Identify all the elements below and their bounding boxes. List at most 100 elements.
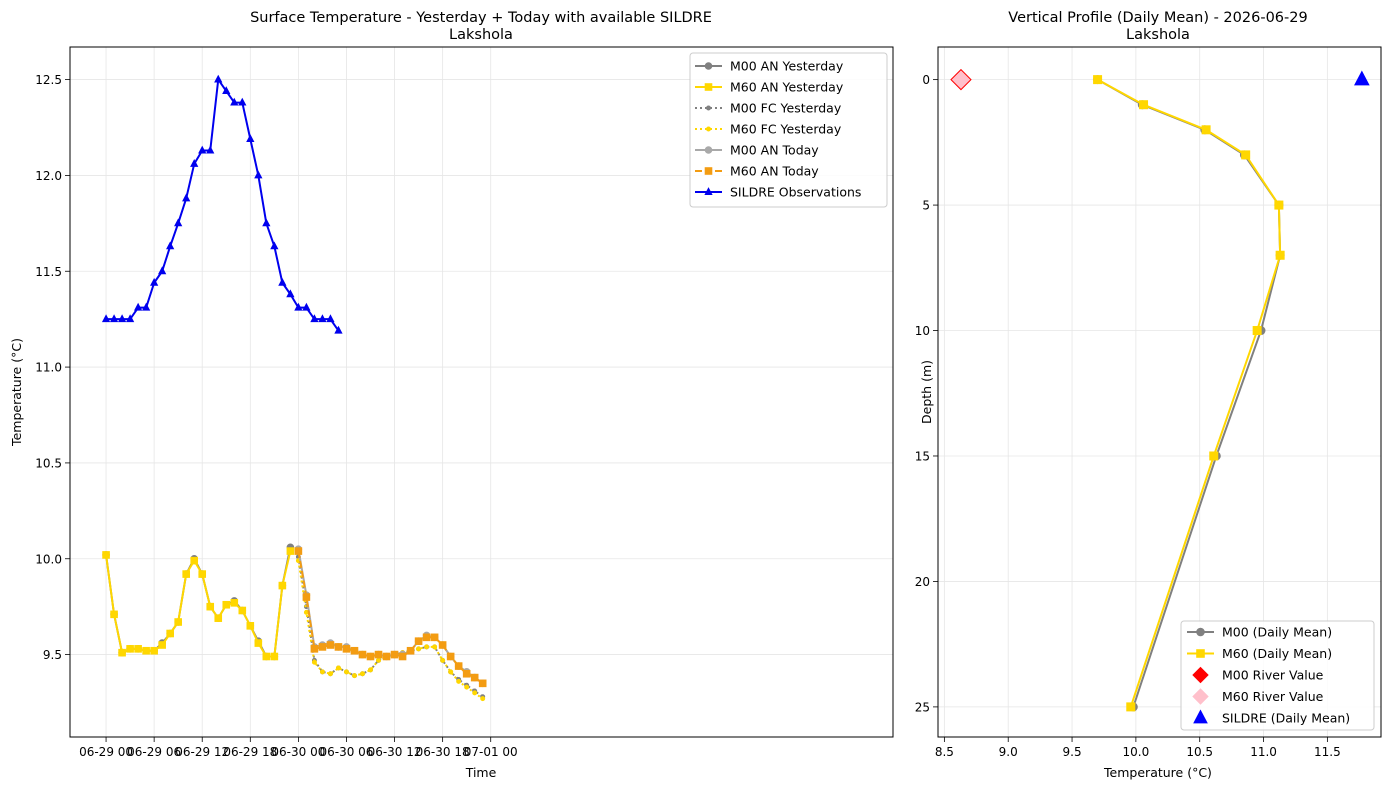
left-chart-title: Surface Temperature - Yesterday + Today …: [250, 10, 712, 26]
data-point: [326, 314, 335, 323]
data-point: [238, 606, 247, 615]
data-point: [454, 662, 463, 670]
data-point: [446, 652, 455, 661]
legend-label: M60 (Daily Mean): [1222, 646, 1332, 661]
legend-marker: [704, 146, 713, 154]
series-m60-an-yesterday: [102, 547, 295, 661]
data-point: [118, 648, 126, 657]
data-point: [214, 74, 223, 83]
data-point: [133, 302, 143, 311]
data-point: [109, 314, 119, 323]
legend-marker: [706, 126, 711, 132]
data-point: [430, 633, 439, 642]
data-point: [238, 97, 247, 106]
data-point: [352, 673, 357, 679]
y-tick-label: 15: [915, 449, 930, 463]
series-line-sildre-observations: [106, 78, 340, 332]
data-point: [334, 643, 343, 651]
data-point: [358, 650, 367, 659]
left-chart-subtitle: Lakshola: [449, 27, 513, 43]
x-tick-label: 06-29 00: [79, 745, 133, 759]
data-point: [398, 652, 407, 661]
data-point: [1201, 125, 1211, 135]
left-axes-frame: [69, 46, 894, 738]
data-point: [319, 669, 325, 675]
right-chart-title: Vertical Profile (Daily Mean) - 2026-06-…: [1008, 10, 1307, 26]
right-axes-frame: [937, 46, 1382, 738]
series-sildre-observations: [101, 74, 343, 334]
data-point: [166, 629, 174, 638]
data-point: [270, 241, 279, 250]
data-point: [366, 652, 375, 661]
x-tick-label: 10.5: [1186, 745, 1213, 759]
data-point: [1274, 200, 1284, 210]
legend-marker: [1192, 688, 1209, 705]
x-tick-label: 11.0: [1250, 745, 1277, 759]
data-point: [406, 646, 415, 655]
data-point: [158, 641, 166, 649]
x-tick-label: 8.5: [935, 745, 954, 759]
data-point: [142, 302, 151, 311]
left-x-axis-label: Time: [465, 765, 497, 780]
legend-marker: [1192, 666, 1209, 684]
y-tick-label: 12.5: [35, 73, 62, 87]
legend-label: M00 AN Today: [730, 143, 819, 158]
data-point: [1093, 75, 1103, 85]
series-line-m00-fc-yesterday: [297, 556, 484, 698]
point-sildre-daily-mean: [1354, 70, 1370, 86]
data-point: [117, 314, 127, 323]
x-tick-label: 07-01 00: [464, 745, 518, 759]
y-tick-label: 5: [922, 199, 930, 213]
data-point: [374, 650, 383, 659]
data-point: [376, 657, 382, 663]
data-point: [150, 646, 158, 655]
y-tick-label: 10.0: [35, 552, 62, 566]
data-point: [222, 86, 231, 95]
data-point: [350, 646, 359, 655]
data-point: [214, 614, 223, 622]
data-point: [464, 684, 470, 690]
right-ticks: 8.5 9.0 9.5 10.0 10.5 11.0 11.5 0 5 10 15 20 25: [915, 73, 1341, 759]
legend-label: M00 (Daily Mean): [1222, 625, 1332, 640]
data-point: [1126, 702, 1136, 712]
legend-box: [689, 52, 888, 208]
legend-marker: [1196, 649, 1205, 658]
data-point: [472, 690, 478, 696]
data-point: [318, 314, 327, 323]
point-m60-river-value: [950, 68, 972, 91]
data-point: [166, 241, 175, 250]
y-tick-label: 11.5: [35, 265, 62, 279]
data-point: [1209, 451, 1219, 461]
data-point: [198, 570, 207, 578]
left-y-axis-label: Temperature (°C): [9, 338, 24, 447]
data-point: [150, 277, 159, 286]
data-point: [480, 696, 486, 702]
left-gridlines: [70, 47, 893, 737]
data-point: [222, 600, 231, 609]
left-series: [101, 74, 487, 702]
x-tick-label: 9.0: [999, 745, 1018, 759]
data-point: [438, 641, 447, 649]
legend-label: SILDRE Observations: [730, 185, 861, 200]
x-tick-label: 06-30 06: [319, 745, 373, 759]
data-point: [440, 657, 446, 663]
series-line-m60-daily-mean: [1097, 78, 1282, 708]
legend-label: M60 AN Today: [730, 164, 819, 179]
data-point: [125, 314, 135, 323]
data-point: [318, 643, 327, 651]
data-point: [270, 652, 279, 661]
data-point: [230, 599, 239, 607]
data-point: [302, 593, 311, 601]
legend-label: M60 FC Yesterday: [730, 122, 842, 137]
data-point: [327, 671, 333, 677]
data-point: [174, 618, 182, 626]
data-point: [262, 218, 271, 227]
x-tick-label: 11.5: [1314, 745, 1341, 759]
data-point: [1252, 326, 1262, 336]
data-point: [360, 671, 365, 677]
y-tick-label: 11.0: [35, 361, 62, 375]
x-tick-label: 06-30 18: [416, 745, 470, 759]
data-point: [414, 637, 423, 645]
legend-label: M00 River Value: [1222, 668, 1324, 683]
